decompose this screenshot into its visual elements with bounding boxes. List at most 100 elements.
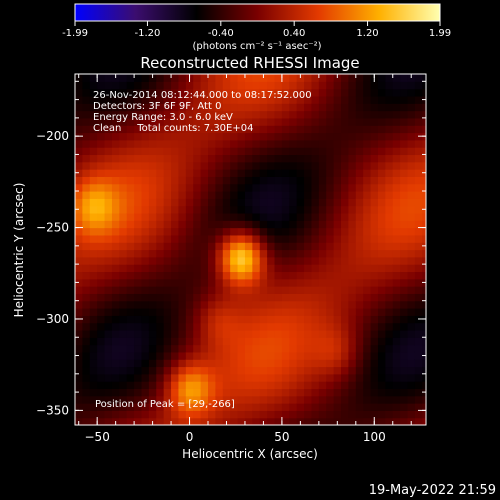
heatmap-cell — [370, 147, 379, 156]
heatmap-cell — [289, 395, 298, 404]
heatmap-cell — [200, 242, 209, 251]
heatmap-cell — [126, 220, 135, 229]
heatmap-cell — [134, 198, 143, 207]
heatmap-cell — [252, 132, 261, 141]
heatmap-cell — [296, 198, 305, 207]
heatmap-cell — [104, 381, 113, 390]
heatmap-cell — [400, 417, 409, 425]
heatmap-cell — [141, 183, 150, 192]
heatmap-cell — [341, 264, 350, 273]
heatmap-cell — [222, 205, 231, 214]
heatmap-cell — [178, 395, 187, 404]
heatmap-cell — [230, 322, 239, 331]
heatmap-cell — [104, 395, 113, 404]
heatmap-cell — [296, 139, 305, 148]
heatmap-cell — [119, 249, 128, 258]
heatmap-cell — [326, 278, 335, 287]
heatmap-cell — [281, 81, 290, 90]
heatmap-cell — [281, 242, 290, 251]
heatmap-cell — [274, 95, 283, 104]
heatmap-cell — [171, 103, 180, 112]
heatmap-cell — [200, 169, 209, 177]
heatmap-cell — [414, 234, 423, 243]
heatmap-cell — [200, 234, 209, 243]
heatmap-cell — [377, 286, 386, 294]
heatmap-cell — [326, 117, 335, 126]
heatmap-cell — [208, 373, 216, 382]
heatmap-cell — [215, 191, 224, 199]
heatmap-cell — [163, 139, 172, 148]
heatmap-cell — [400, 169, 409, 177]
heatmap-cell — [111, 205, 120, 214]
heatmap-cell — [126, 366, 135, 375]
heatmap-cell — [148, 139, 157, 148]
heatmap-cell — [326, 198, 335, 207]
heatmap-cell — [222, 191, 231, 199]
heatmap-cell — [222, 286, 231, 294]
heatmap-cell — [281, 417, 290, 425]
heatmap-cell — [318, 191, 327, 199]
heatmap-cell — [230, 344, 239, 353]
heatmap-cell — [318, 417, 327, 425]
heatmap-cell — [289, 308, 298, 316]
heatmap-cell — [111, 271, 120, 280]
heatmap-cell — [296, 125, 305, 134]
heatmap-cell — [222, 212, 231, 221]
heatmap-cell — [252, 95, 261, 104]
heatmap-cell — [363, 366, 372, 375]
heatmap-cell — [126, 161, 135, 170]
heatmap-cell — [422, 125, 426, 134]
heatmap-cell — [259, 191, 268, 199]
heatmap-cell — [400, 161, 409, 170]
heatmap-cell — [111, 117, 120, 126]
heatmap-cell — [163, 205, 172, 214]
heatmap-cell — [208, 322, 216, 331]
heatmap-cell — [178, 388, 187, 397]
heatmap-cell — [392, 147, 401, 156]
heatmap-cell — [289, 220, 298, 229]
heatmap-cell — [171, 183, 180, 192]
heatmap-cell — [200, 110, 209, 119]
heatmap-cell — [89, 161, 98, 170]
heatmap-cell — [400, 74, 409, 82]
heatmap-cell — [134, 359, 143, 368]
heatmap-cell — [370, 220, 379, 229]
heatmap-cell — [407, 88, 416, 97]
heatmap-cell — [304, 249, 313, 258]
heatmap-cell — [200, 278, 209, 287]
heatmap-cell — [185, 154, 194, 163]
colorbar-ticks: -1.99 -1.20 -0.40 0.40 1.20 1.99 — [62, 21, 451, 39]
heatmap-cell — [97, 198, 106, 207]
heatmap-cell — [163, 154, 172, 163]
heatmap-cell — [134, 212, 143, 221]
heatmap-cell — [237, 300, 246, 309]
heatmap-cell — [178, 359, 187, 368]
heatmap-cell — [422, 359, 426, 368]
heatmap-cell — [296, 88, 305, 97]
heatmap-cell — [89, 198, 98, 207]
heatmap-cell — [178, 322, 187, 331]
heatmap-cell — [296, 205, 305, 214]
heatmap-cell — [163, 403, 172, 411]
heatmap-cell — [104, 337, 113, 346]
heatmap-cell — [244, 191, 253, 199]
heatmap-cell — [126, 198, 135, 207]
heatmap-cell — [281, 117, 290, 126]
heatmap-cell — [333, 205, 342, 214]
heatmap-cell — [348, 366, 357, 375]
heatmap-cell — [289, 381, 298, 390]
heatmap-cell — [318, 388, 327, 397]
heatmap-cell — [215, 395, 224, 404]
heatmap-cell — [311, 103, 320, 112]
heatmap-cell — [126, 249, 135, 258]
heatmap-cell — [304, 212, 313, 221]
heatmap-cell — [296, 359, 305, 368]
heatmap-cell — [156, 169, 165, 177]
heatmap-cell — [222, 271, 231, 280]
heatmap-cell — [370, 117, 379, 126]
heatmap-cell — [244, 161, 253, 170]
heatmap-cell — [163, 264, 172, 273]
heatmap-cell — [208, 117, 216, 126]
heatmap-cell — [193, 264, 202, 273]
heatmap-cell — [400, 125, 409, 134]
